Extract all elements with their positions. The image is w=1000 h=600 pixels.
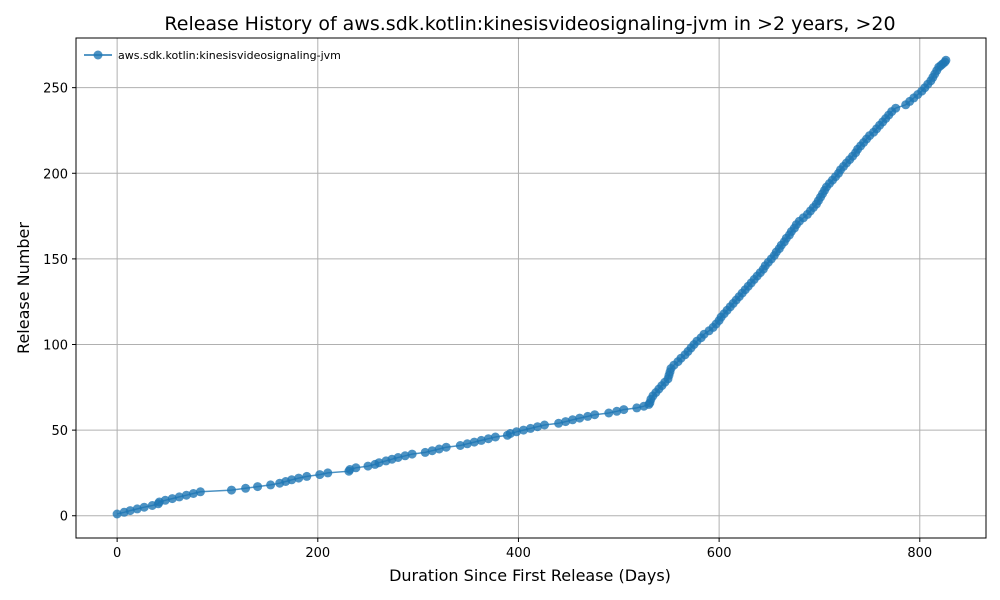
data-point	[195, 487, 205, 497]
data-point	[181, 490, 191, 500]
x-tick-label: 200	[305, 546, 330, 561]
data-point	[941, 55, 951, 65]
x-axis-title: Duration Since First Release (Days)	[389, 566, 671, 585]
data-point	[174, 492, 184, 502]
data-point	[519, 425, 528, 435]
y-tick-label: 150	[43, 253, 68, 268]
data-point	[512, 427, 521, 437]
data-point	[483, 434, 493, 444]
y-tick-label: 250	[43, 82, 68, 97]
data-point	[287, 475, 297, 485]
data-point	[441, 442, 451, 452]
legend-label: aws.sdk.kotlin:kinesisvideosignaling-jvm	[118, 49, 341, 62]
x-tick-label: 600	[707, 546, 732, 561]
data-point	[400, 451, 410, 461]
data-point	[241, 483, 251, 493]
data-point	[167, 494, 177, 504]
data-point	[568, 415, 578, 425]
data-point	[533, 422, 542, 432]
data-point	[490, 432, 500, 442]
data-point	[266, 480, 276, 490]
chart-title: Release History of aws.sdk.kotlin:kinesi…	[164, 13, 895, 35]
x-tick-label: 0	[113, 546, 121, 561]
data-point	[583, 411, 593, 421]
plot-frame	[75, 37, 987, 539]
y-tick-label: 0	[60, 510, 68, 525]
data-point	[427, 446, 437, 456]
data-point	[139, 502, 149, 512]
y-axis-title: Release Number	[14, 222, 33, 354]
data-point	[393, 453, 403, 462]
data-point	[619, 405, 629, 415]
data-point	[604, 408, 614, 418]
data-point	[253, 482, 263, 492]
series-layer	[112, 55, 951, 519]
data-point	[575, 413, 585, 423]
data-point	[227, 485, 236, 495]
data-point	[526, 423, 535, 433]
data-point	[434, 444, 444, 454]
y-tick-label: 200	[43, 167, 68, 182]
data-point	[455, 441, 465, 450]
data-point	[469, 437, 479, 447]
data-point	[891, 103, 901, 113]
x-tick-label: 400	[506, 546, 531, 561]
data-point	[612, 406, 622, 416]
data-point	[420, 447, 430, 457]
data-point	[125, 506, 135, 516]
data-point	[323, 468, 333, 478]
data-point	[112, 509, 122, 519]
data-point	[462, 439, 472, 449]
data-point	[407, 449, 417, 459]
data-point	[374, 458, 384, 468]
data-point	[132, 504, 142, 514]
ticks: 0 200 400 600 800 0 50 100 150 200 250	[43, 82, 932, 561]
data-point	[302, 471, 312, 481]
data-point	[351, 463, 361, 473]
legend: aws.sdk.kotlin:kinesisvideosignaling-jvm	[84, 49, 341, 62]
legend-marker	[93, 50, 103, 60]
data-point	[590, 410, 600, 420]
data-point	[315, 470, 325, 480]
data-point	[632, 403, 642, 413]
data-point	[561, 417, 571, 427]
data-point	[554, 418, 564, 428]
data-point	[294, 473, 304, 483]
data-point	[160, 495, 170, 505]
y-tick-label: 100	[43, 339, 68, 354]
y-tick-label: 50	[51, 424, 68, 439]
x-tick-label: 800	[907, 546, 932, 561]
data-point	[188, 489, 198, 498]
data-point	[476, 435, 486, 445]
data-point	[540, 420, 549, 430]
data-point	[363, 461, 373, 471]
